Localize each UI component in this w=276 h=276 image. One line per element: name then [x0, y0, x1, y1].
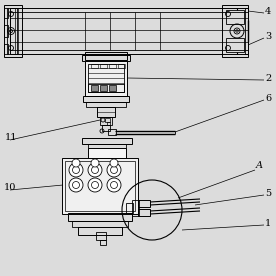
- Bar: [85, 61, 127, 96]
- Text: 4: 4: [265, 7, 271, 16]
- Bar: [4, 8, 8, 18]
- Circle shape: [72, 159, 80, 167]
- Bar: [132, 200, 139, 216]
- Text: 2: 2: [265, 74, 271, 83]
- Bar: [245, 8, 248, 54]
- Bar: [65, 161, 135, 211]
- Bar: [78, 227, 122, 235]
- Bar: [100, 117, 112, 125]
- Bar: [4, 44, 8, 54]
- Circle shape: [88, 178, 102, 192]
- Bar: [126, 203, 133, 213]
- Circle shape: [110, 159, 118, 167]
- Text: 11: 11: [5, 133, 17, 142]
- Circle shape: [91, 159, 99, 167]
- Bar: [88, 84, 124, 92]
- Bar: [83, 96, 129, 102]
- Bar: [109, 64, 116, 68]
- Bar: [72, 221, 128, 227]
- Bar: [226, 38, 244, 52]
- Text: 1: 1: [265, 219, 271, 228]
- Text: 3: 3: [265, 32, 271, 41]
- Bar: [100, 85, 107, 91]
- Bar: [97, 107, 115, 117]
- Text: 5: 5: [265, 189, 271, 198]
- Text: 6: 6: [265, 94, 271, 103]
- Bar: [4, 5, 22, 57]
- Bar: [82, 138, 132, 144]
- Bar: [109, 85, 116, 91]
- Circle shape: [69, 178, 83, 192]
- Circle shape: [107, 178, 121, 192]
- Circle shape: [69, 163, 83, 177]
- Bar: [88, 148, 126, 158]
- Bar: [88, 64, 124, 92]
- Bar: [85, 52, 127, 60]
- Bar: [10, 12, 248, 50]
- Bar: [102, 125, 110, 131]
- Bar: [107, 122, 110, 125]
- Text: A: A: [256, 161, 263, 170]
- Bar: [226, 10, 244, 24]
- Bar: [138, 209, 150, 216]
- Bar: [100, 240, 106, 245]
- Bar: [82, 55, 130, 61]
- Bar: [86, 102, 126, 107]
- Circle shape: [88, 163, 102, 177]
- Bar: [108, 129, 116, 135]
- Bar: [4, 25, 8, 37]
- Bar: [68, 213, 132, 221]
- Bar: [7, 8, 17, 54]
- Bar: [100, 64, 107, 68]
- Bar: [91, 85, 98, 91]
- Circle shape: [107, 163, 121, 177]
- Bar: [10, 8, 248, 54]
- Bar: [88, 144, 126, 148]
- Bar: [62, 158, 138, 214]
- Bar: [91, 64, 98, 68]
- Bar: [222, 5, 248, 57]
- Bar: [138, 200, 150, 207]
- Bar: [96, 232, 106, 240]
- Text: 10: 10: [4, 183, 16, 192]
- Bar: [105, 118, 110, 122]
- Bar: [118, 64, 125, 68]
